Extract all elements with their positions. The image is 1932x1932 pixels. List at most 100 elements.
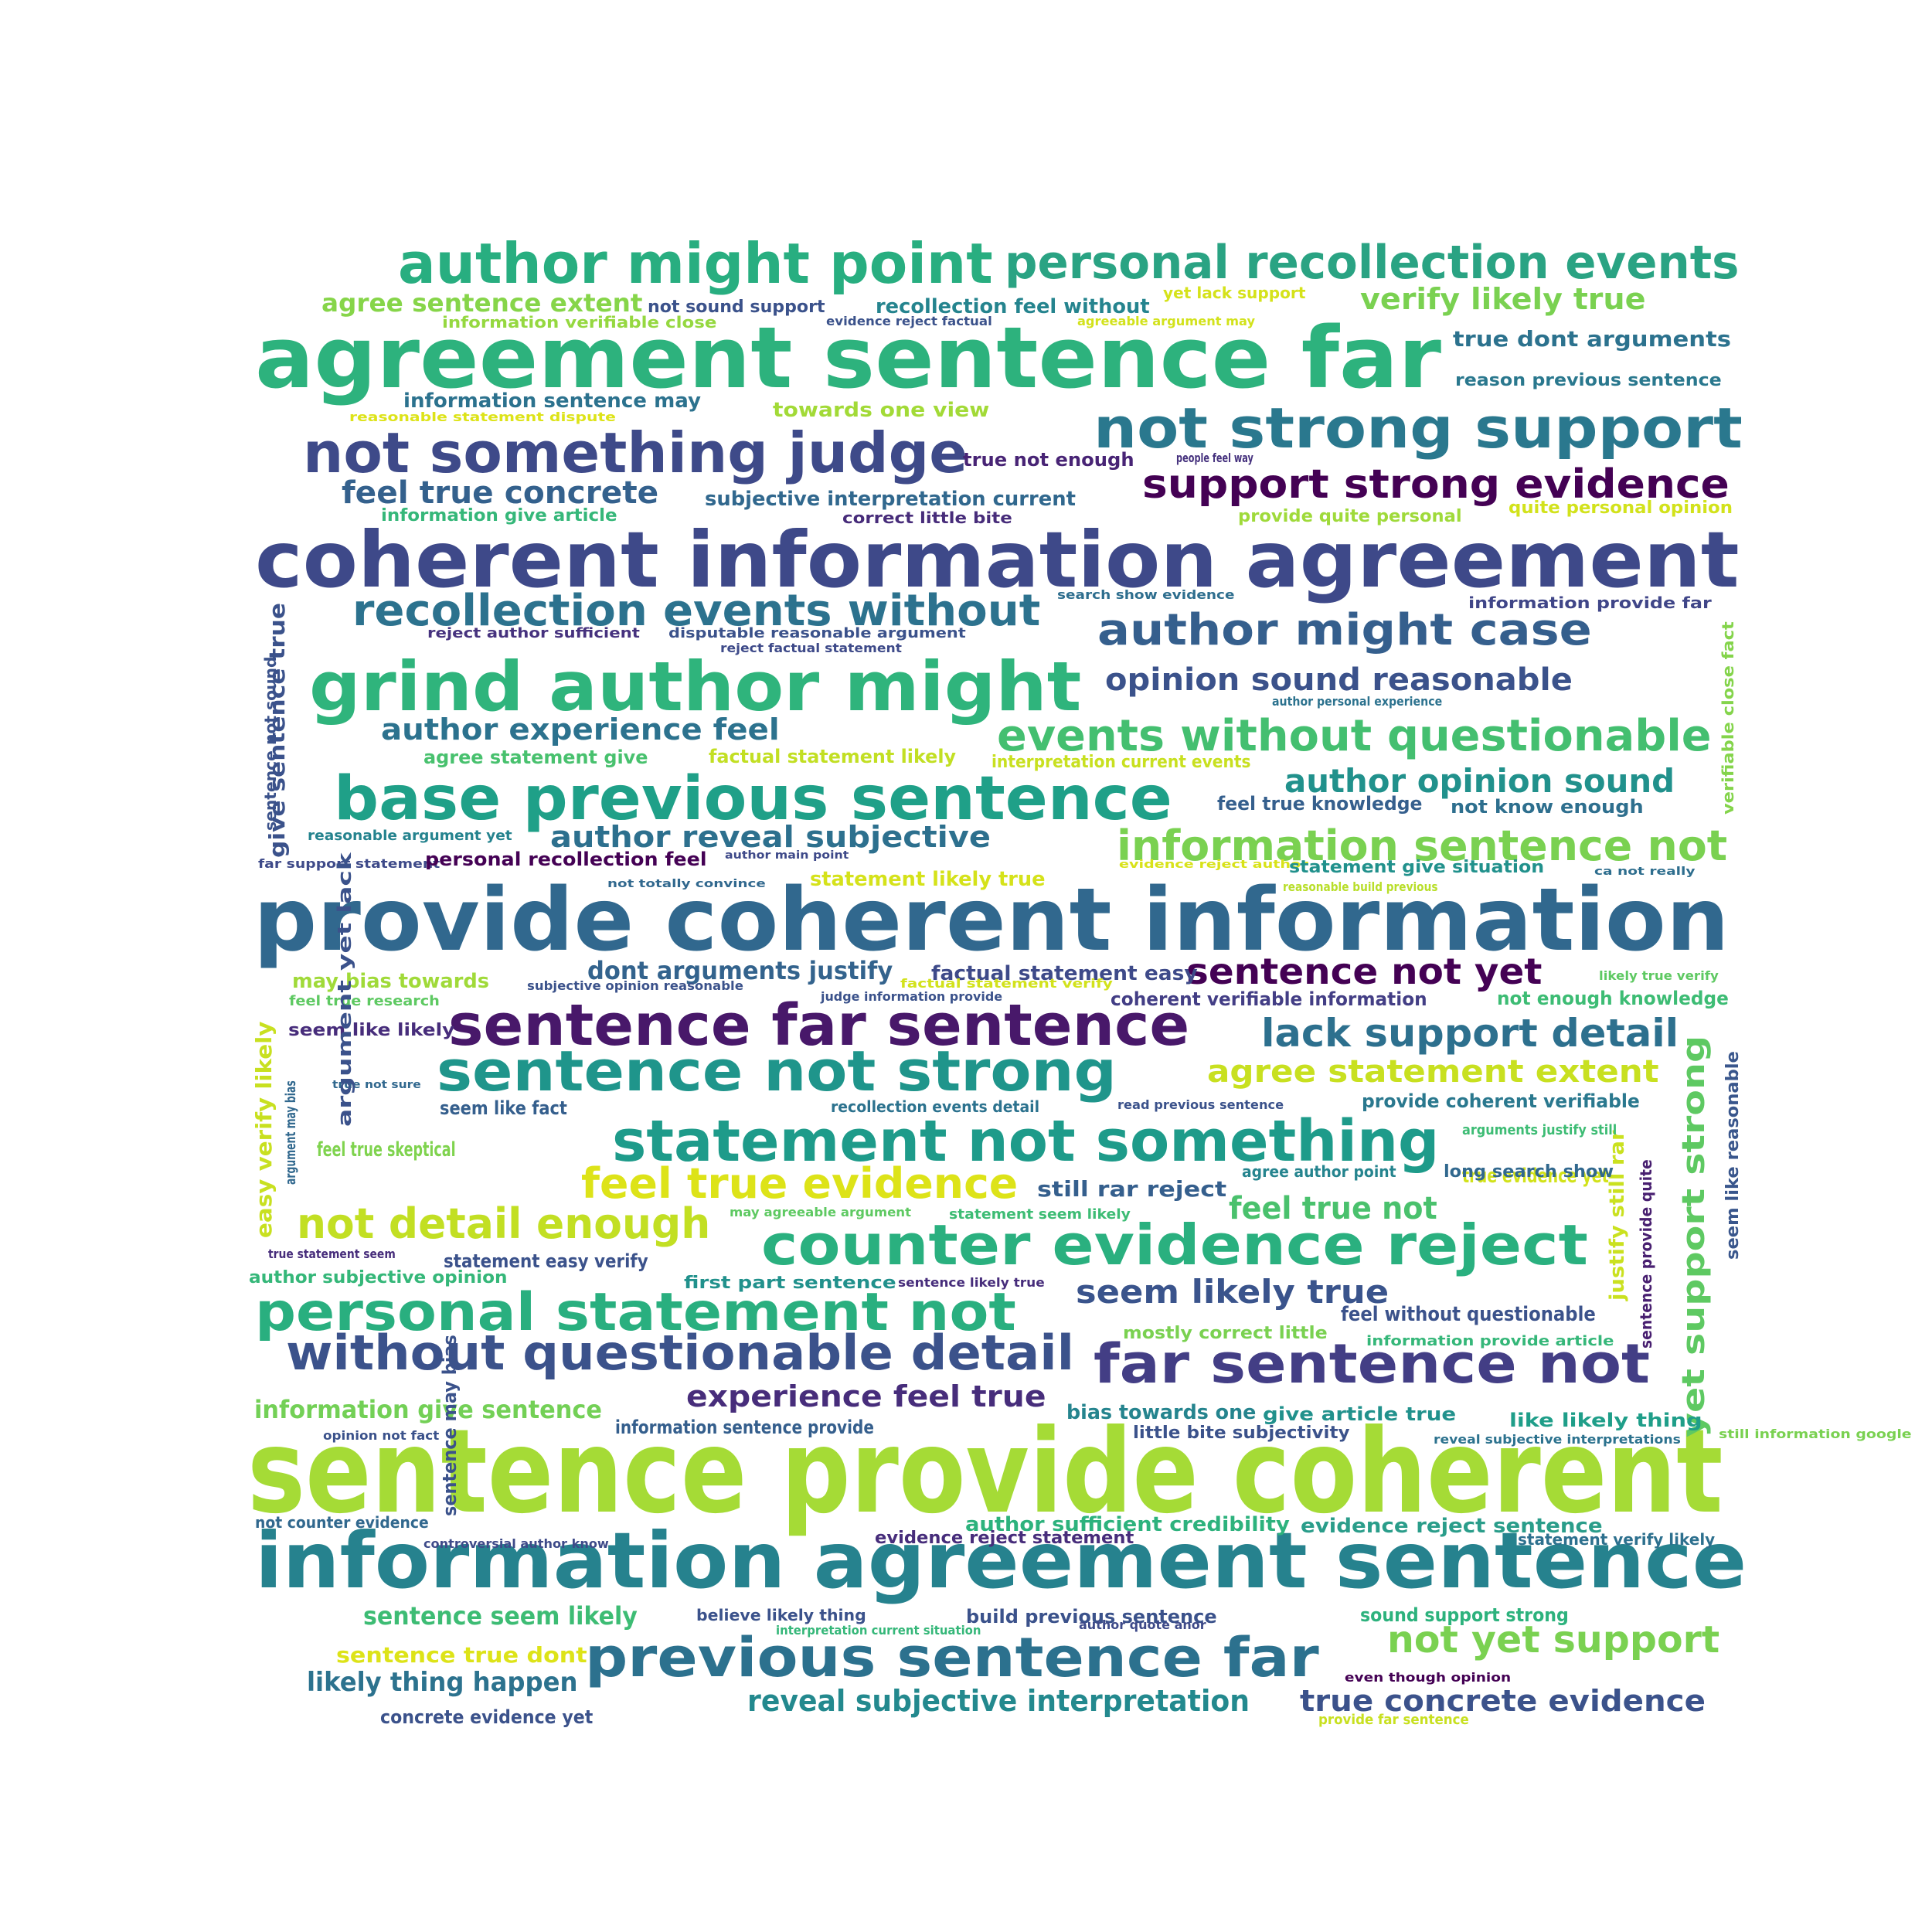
- cloud-word: likely true verify: [1599, 968, 1719, 983]
- cloud-word: statement verify likely: [1518, 1530, 1716, 1549]
- cloud-word: provide quite personal: [1238, 507, 1462, 526]
- cloud-word: personal recollection events: [1005, 236, 1740, 290]
- cloud-word: seem likely true: [1076, 1273, 1389, 1311]
- cloud-word: read previous sentence: [1117, 1097, 1284, 1112]
- cloud-word: statement easy verify: [444, 1250, 648, 1272]
- cloud-word: mostly correct little: [1123, 1324, 1328, 1343]
- cloud-word: factual statement likely: [709, 746, 957, 767]
- cloud-word: not strong support: [1094, 396, 1743, 461]
- cloud-word: sentence not sound: [261, 656, 280, 831]
- cloud-word: feel true concrete: [342, 475, 659, 511]
- cloud-word: dont arguments justify: [587, 956, 893, 985]
- cloud-word: verify likely true: [1360, 282, 1646, 316]
- cloud-word: long search show: [1444, 1162, 1614, 1182]
- cloud-word: information verifiable close: [442, 313, 717, 332]
- cloud-word: support strong evidence: [1142, 461, 1730, 508]
- cloud-word: seem like fact: [440, 1097, 567, 1119]
- cloud-word: author opinion sound: [1284, 762, 1675, 800]
- cloud-word: true not enough: [963, 449, 1134, 471]
- cloud-word: lack support detail: [1261, 1011, 1679, 1056]
- cloud-word: agree statement give: [423, 747, 648, 768]
- cloud-word: information sentence provide: [615, 1417, 874, 1438]
- cloud-word: may bias towards: [292, 970, 490, 993]
- cloud-word: sentence not yet: [1186, 951, 1543, 992]
- cloud-word: true statement seem: [268, 1247, 396, 1261]
- cloud-word: not know enough: [1451, 796, 1644, 818]
- cloud-word: factual statement verify: [900, 976, 1113, 991]
- cloud-word: disputable reasonable argument: [668, 625, 966, 641]
- cloud-word: first part sentence: [684, 1274, 896, 1293]
- cloud-word: evidence reject factual: [826, 314, 992, 328]
- cloud-word: experience feel true: [686, 1379, 1046, 1413]
- cloud-word: seem like reasonable: [1723, 1051, 1743, 1260]
- cloud-word: reasonable build previous: [1283, 879, 1438, 894]
- cloud-word: sentence provide quite: [1637, 1159, 1655, 1349]
- cloud-word: feel true research: [289, 993, 440, 1009]
- cloud-word: far sentence not: [1094, 1332, 1651, 1396]
- cloud-word: yet lack support: [1163, 284, 1306, 302]
- cloud-word: factual statement easy: [931, 962, 1198, 985]
- cloud-word: information give sentence: [254, 1395, 602, 1424]
- cloud-word: far support statement: [258, 856, 440, 871]
- cloud-word: true dont arguments: [1453, 326, 1731, 352]
- cloud-word: feel true skeptical: [317, 1138, 456, 1162]
- cloud-word: sentence seem likely: [363, 1601, 638, 1631]
- cloud-word: grind author might: [309, 647, 1082, 726]
- cloud-word: true not sure: [332, 1079, 421, 1091]
- cloud-word: easy verify likely: [251, 1021, 277, 1238]
- cloud-word: information agreement sentence: [255, 1515, 1747, 1606]
- cloud-word: not enough knowledge: [1497, 988, 1729, 1009]
- cloud-word: sentence likely true: [898, 1275, 1045, 1290]
- cloud-word: interpretation current events: [992, 753, 1251, 772]
- cloud-word: subjective interpretation current: [705, 488, 1076, 511]
- cloud-word: sentence true dont: [336, 1642, 587, 1668]
- cloud-word: concrete evidence yet: [380, 1706, 594, 1728]
- cloud-word: reveal subjective interpretation: [747, 1684, 1250, 1718]
- cloud-word: sentence may bias: [439, 1335, 461, 1516]
- cloud-word: information give article: [381, 506, 617, 526]
- cloud-word: author might case: [1097, 605, 1592, 655]
- cloud-word: author experience feel: [381, 713, 780, 747]
- cloud-word: information provide article: [1366, 1333, 1614, 1349]
- cloud-word: personal recollection feel: [425, 849, 707, 870]
- cloud-word: feel true not: [1229, 1191, 1437, 1226]
- cloud-word: sentence far sentence: [448, 992, 1190, 1059]
- cloud-word: author might point: [398, 231, 993, 296]
- cloud-word: author subjective opinion: [249, 1268, 508, 1287]
- cloud-word: not counter evidence: [255, 1513, 429, 1532]
- cloud-word: reveal subjective interpretations: [1434, 1432, 1681, 1447]
- cloud-word: judge information provide: [821, 989, 1003, 1004]
- cloud-word: quite personal opinion: [1509, 498, 1733, 518]
- cloud-word: not sound support: [648, 298, 825, 317]
- cloud-word: information sentence may: [403, 389, 702, 413]
- cloud-word: sentence not strong: [437, 1039, 1117, 1104]
- cloud-word: believe likely thing: [696, 1606, 866, 1624]
- cloud-word: author reveal subjective: [550, 820, 991, 854]
- cloud-word: search show evidence: [1057, 587, 1235, 602]
- cloud-word: opinion sound reasonable: [1105, 662, 1573, 698]
- cloud-word: still rar reject: [1037, 1176, 1227, 1202]
- cloud-word: provide coherent verifiable: [1362, 1090, 1640, 1112]
- cloud-word: author main point: [725, 849, 849, 862]
- cloud-word: feel true evidence: [581, 1159, 1019, 1208]
- cloud-word: still information google: [1719, 1427, 1912, 1441]
- cloud-word: correct little bite: [842, 509, 1012, 527]
- cloud-word: seem like likely: [288, 1021, 455, 1040]
- cloud-word: statement seem likely: [949, 1206, 1131, 1223]
- cloud-word: agreement sentence far: [255, 308, 1441, 407]
- cloud-word: towards one view: [773, 399, 990, 422]
- cloud-word: reasonable statement dispute: [349, 410, 616, 424]
- cloud-word: sound support strong: [1360, 1604, 1569, 1626]
- cloud-word: author sufficient credibility: [965, 1513, 1290, 1536]
- cloud-word: coherent information agreement: [255, 515, 1740, 605]
- cloud-word: justify still rar: [1606, 1130, 1629, 1301]
- cloud-word: arguments justify still: [1462, 1122, 1617, 1138]
- cloud-word: even though opinion: [1345, 1670, 1512, 1685]
- cloud-word: likely thing happen: [307, 1667, 578, 1698]
- cloud-word: evidence reject sentence: [1301, 1515, 1603, 1538]
- cloud-word: personal statement not: [255, 1282, 1016, 1343]
- cloud-word: true evidence yet: [1462, 1165, 1609, 1188]
- cloud-word: information provide far: [1468, 594, 1712, 612]
- cloud-word: argument yet lack: [334, 852, 355, 1127]
- cloud-word: evidence reject statement: [875, 1529, 1134, 1548]
